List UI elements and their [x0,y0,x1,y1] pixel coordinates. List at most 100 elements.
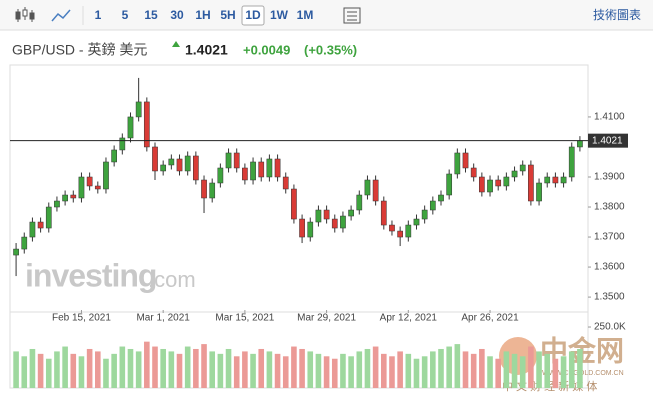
interval-button[interactable]: 5 [122,8,129,22]
candle-body [274,158,281,178]
volume-bar [323,356,330,388]
candle-body [225,152,232,169]
candle-body [54,200,60,208]
x-tick-label: Feb 15, 2021 [52,313,111,324]
candle-body [405,224,412,238]
volume-bar [274,353,281,388]
candle-body [152,146,158,172]
volume-bar [168,351,175,388]
volume-bar [528,346,534,388]
volume-bar [78,356,85,388]
candle-body [340,215,346,229]
interval-button[interactable]: 1M [297,8,314,22]
candle-body [438,194,444,202]
volume-bar [413,358,420,388]
candle-body [307,221,314,238]
y-tick-label: 1.3800 [594,202,625,213]
volume-bar [405,353,412,388]
volume-bar [266,351,273,388]
x-tick-label: Mar 15, 2021 [215,313,274,324]
volume-bar [454,344,461,388]
volume-bar [307,351,314,388]
candle-body [70,194,77,199]
candle-body [291,188,297,220]
volume-bar [242,351,248,388]
interval-button[interactable]: 5H [220,8,235,22]
volume-bar [176,353,183,388]
interval-button[interactable]: 1W [270,8,289,22]
candle-body [372,179,379,202]
volume-bar [29,348,36,388]
volume-bar [544,353,551,388]
volume-bar [331,358,338,388]
volume-tick-label: 250.0K [594,322,626,333]
interval-button[interactable]: 15 [144,8,158,22]
interval-button[interactable]: 1H [195,8,210,22]
volume-bar [184,346,191,388]
interval-button[interactable]: 1 [95,8,102,22]
volume-bar [446,346,452,388]
candle-body [176,158,183,172]
candle-body [552,176,559,184]
indicator-icon[interactable] [343,7,361,24]
candle-body [397,230,403,238]
last-price-box [588,133,628,148]
candle-body [560,176,567,184]
interval-button[interactable]: 30 [170,8,184,22]
line-icon[interactable] [51,9,71,22]
volume-bar [397,351,403,388]
x-tick-label: Apr 26, 2021 [461,313,519,324]
candle-body [519,164,526,172]
technical-chart-link[interactable]: 技術圖表 [593,8,641,22]
candle-body [577,140,583,148]
volume-bar [160,348,166,388]
selected-interval-box [241,5,265,26]
volume-bar [119,346,126,388]
volume-bar [568,351,575,388]
up-arrow [172,41,180,47]
candle-body [380,200,387,226]
volume-bar [233,356,240,388]
candle-body [544,176,551,184]
candle-body [568,146,575,178]
volume-bar [201,344,207,388]
candle-body [454,152,461,175]
volume-bar [511,353,518,388]
candle-body [446,173,453,196]
volume-bar [291,346,297,388]
candle-body [127,116,134,139]
change-percent: (+0.35%) [304,42,357,57]
volume-bar [37,353,44,388]
volume-bar [487,356,493,388]
volume-bar [560,356,567,388]
candle-icon[interactable] [15,7,35,22]
volume-bar [209,351,215,388]
volume-bar [421,356,428,388]
volume-bar [282,356,289,388]
volume-bar [13,351,19,388]
candle-body [119,137,126,151]
candle-body [62,194,68,202]
candle-body [331,218,338,229]
interval-button[interactable]: 1D [245,8,261,22]
volume-bar [470,353,477,388]
candle-body [135,101,142,118]
volume-bar [364,348,371,388]
candle-body [536,182,542,202]
candle-body [511,170,518,178]
volume-bar [86,348,93,388]
candle-body [429,200,436,211]
candle-body [160,164,167,172]
candle-body [45,206,52,229]
x-tick-label: Apr 12, 2021 [380,313,438,324]
candle-body [470,167,477,178]
volume-bar [152,346,158,388]
x-tick-label: Mar 1, 2021 [136,313,190,324]
volume-bar [127,348,134,388]
candle-body [348,209,354,217]
candle-body [315,209,322,223]
volume-bar [438,348,444,388]
candle-body [462,152,469,169]
candle-body [184,155,191,172]
candle-body [421,209,428,220]
